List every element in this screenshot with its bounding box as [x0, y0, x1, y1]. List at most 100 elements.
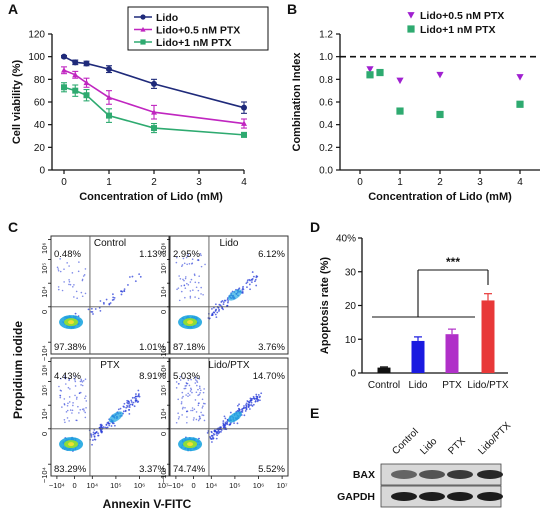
panel-c-event: [112, 296, 115, 299]
panel-c-event: [108, 303, 111, 306]
panel-c-event: [255, 397, 257, 400]
panel-c-event: [229, 411, 232, 414]
panel-c-event: [209, 436, 211, 438]
panel-c-event: [249, 400, 252, 402]
panel-c-event: [78, 392, 81, 394]
panel-c-event: [214, 430, 216, 433]
panel-c-event: [191, 407, 194, 409]
panel-c-event: [199, 392, 201, 394]
panel-c-event: [112, 422, 115, 425]
panel-b-point: [516, 74, 524, 81]
panel-c-event: [57, 286, 60, 288]
panel-c-event: [134, 280, 137, 283]
panel-c-y-tick-label: −10⁴: [40, 345, 49, 361]
panel-c-event: [177, 417, 180, 420]
panel-c-event: [228, 423, 231, 426]
panel-c-event: [100, 424, 103, 427]
panel-c-event: [215, 437, 218, 440]
panel-c-event: [187, 392, 189, 395]
panel-c-event: [191, 262, 194, 265]
panel-c-event: [83, 274, 86, 276]
panel-d-bar: [445, 334, 459, 373]
panel-c-event: [84, 292, 87, 295]
panel-c-event: [66, 404, 69, 407]
panel-c-event: [198, 275, 200, 277]
panel-c-event: [214, 303, 217, 306]
panel-c-event: [76, 396, 78, 399]
panel-c-event: [92, 433, 95, 436]
panel-c-event: [226, 420, 228, 423]
panel-c-event: [238, 403, 240, 406]
panel-b-x-tick-label: 3: [477, 177, 483, 188]
panel-c-density-core: [108, 411, 123, 423]
panel-c-event: [94, 308, 97, 310]
panel-c-event: [218, 431, 220, 434]
panel-a-point: [61, 84, 67, 91]
panel-c-event: [224, 426, 227, 429]
panel-c-event: [251, 397, 254, 400]
panel-c-event: [212, 433, 215, 435]
panel-c-event: [194, 382, 197, 384]
panel-c-event: [92, 313, 94, 315]
panel-c-event: [185, 256, 188, 259]
panel-c-event: [246, 281, 249, 283]
panel-c-event: [84, 378, 87, 381]
panel-a-legend-marker: [140, 14, 146, 20]
panel-c-event: [58, 385, 60, 388]
panel-c-event: [123, 288, 126, 290]
panel-c-event: [56, 266, 59, 269]
panel-b-legend-label: Lido+0.5 nM PTX: [420, 10, 504, 22]
panel-c-event: [185, 394, 187, 396]
panel-c-event: [83, 410, 85, 412]
panel-e-lane-label: Control: [390, 427, 421, 458]
panel-c-event: [100, 423, 102, 426]
panel-c-event: [112, 298, 115, 301]
panel-c-event: [112, 293, 114, 296]
panel-c-event: [127, 400, 130, 403]
panel-c-event: [186, 282, 188, 285]
panel-c-event: [74, 379, 76, 381]
panel-c-event: [187, 284, 190, 286]
panel-c-event: [108, 424, 111, 427]
panel-c-event: [131, 403, 134, 406]
panel-c-event: [202, 414, 205, 417]
panel-c-event: [97, 434, 99, 437]
panel-c-event: [203, 419, 206, 422]
panel-c-event: [194, 399, 197, 401]
panel-d-bar: [411, 340, 425, 373]
panel-c-event: [76, 297, 78, 300]
panel-c-event: [95, 431, 98, 434]
panel-e-band: [419, 470, 445, 479]
panel-c-y-tick-label: −10⁴: [40, 467, 49, 483]
panel-c-event: [82, 379, 85, 382]
panel-c-event: [251, 277, 254, 280]
panel-c-event: [189, 290, 192, 292]
panel-c-x-tick-label: 10⁶: [253, 481, 264, 490]
panel-c-event: [103, 302, 105, 305]
panel-c-event: [236, 404, 239, 407]
panel-c-event: [105, 298, 108, 301]
panel-c-event: [100, 426, 103, 429]
panel-c-event: [178, 416, 180, 418]
panel-c-event: [183, 262, 186, 265]
panel-c-quadrant-ll: 83.29%: [54, 464, 87, 475]
panel-c-event: [113, 296, 116, 299]
panel-c-event: [184, 287, 187, 289]
panel-c-event: [63, 377, 66, 379]
panel-c-event: [99, 300, 102, 302]
panel-c-event: [75, 398, 78, 400]
panel-c-event: [63, 403, 66, 405]
panel-a-y-tick-label: 40: [34, 120, 46, 131]
panel-c-event: [180, 285, 183, 287]
panel-c-event: [133, 396, 136, 399]
panel-c-event: [124, 410, 127, 413]
panel-a-x-label: Concentration of Lido (mM): [79, 191, 223, 203]
panel-c-quadrant-lr: 5.52%: [258, 464, 285, 475]
panel-c-quadrant-lr: 1.01%: [139, 342, 166, 353]
panel-c-plot-title: PTX: [100, 360, 120, 371]
panel-c-event: [182, 278, 184, 281]
panel-c-x-tick-label: −10⁴: [49, 481, 65, 490]
panel-c-event: [72, 404, 74, 407]
panel-c-event: [68, 401, 71, 403]
panel-c-event: [243, 414, 246, 417]
